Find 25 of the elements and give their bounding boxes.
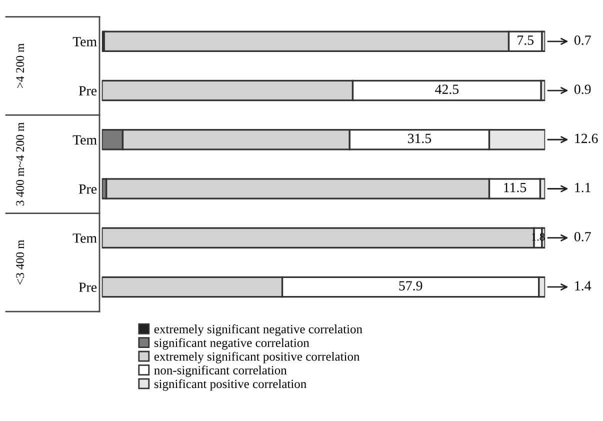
text: 3 400 m~4 200 m: [16, 122, 24, 206]
data-label: 1.1: [575, 182, 590, 192]
y-tick-label: Pre: [78, 184, 97, 194]
legend-label: extremely significant negative correlation: [154, 324, 362, 336]
y-tick-label: Pre: [78, 86, 97, 96]
data-label: 1.4: [575, 281, 592, 291]
y-tick-label: Tem: [72, 37, 97, 46]
data-label: 0.7: [574, 232, 591, 242]
data-label: 11.5: [504, 182, 526, 192]
data-label: 42.5: [435, 84, 459, 94]
data-label: 0.9: [574, 84, 591, 94]
text: <3 400 m: [16, 240, 24, 285]
text: >4 200 m: [16, 43, 24, 88]
data-label: 0.7: [574, 36, 591, 45]
legend-label: significant positive correlation: [154, 379, 306, 391]
y-tick-label: Tem: [72, 234, 97, 243]
legend-label: extremely significant positive correlation: [154, 352, 360, 364]
data-label: 31.5: [408, 134, 432, 144]
data-label: 7.5: [518, 36, 534, 45]
data-label: 57.9: [399, 281, 422, 291]
y-tick-label: Pre: [78, 282, 97, 292]
y-tick-label: Tem: [72, 135, 97, 145]
legend-label: significant negative correlation: [154, 338, 310, 350]
data-label: 12.6: [575, 134, 598, 144]
legend-label: non-significant correlation: [154, 366, 287, 378]
